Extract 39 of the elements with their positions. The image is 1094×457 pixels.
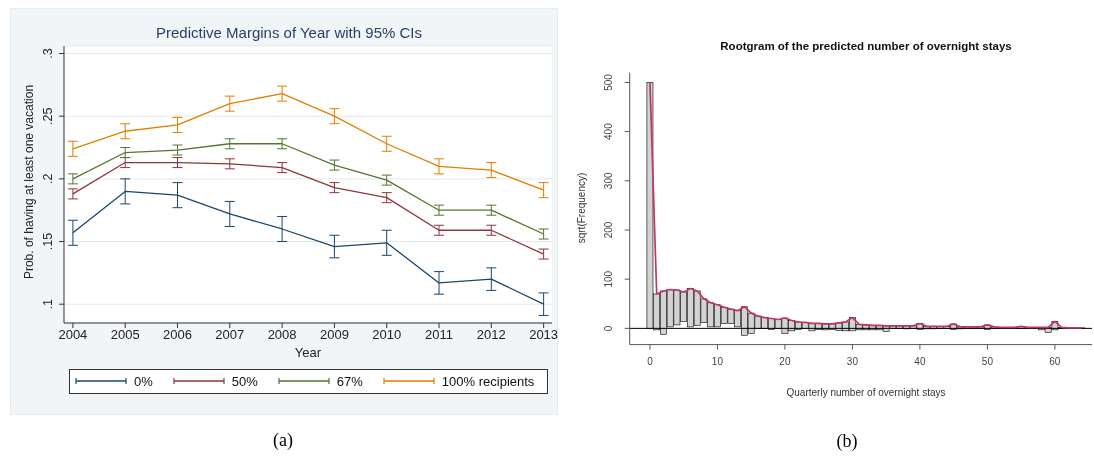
- y-tick-label: .3: [41, 48, 55, 59]
- legend-label: 100% recipients: [441, 373, 535, 389]
- text: (a): [273, 429, 293, 451]
- y-axis-title: sqrt(Frequency): [576, 172, 588, 244]
- y-tick-label: 300: [603, 172, 615, 190]
- legend-label: 50%: [231, 373, 258, 389]
- legend-label: 67%: [336, 373, 363, 389]
- y-tick-label: 200: [603, 221, 615, 239]
- x-tick-label: 0: [647, 355, 654, 367]
- legend-label: 0%: [134, 373, 153, 389]
- x-tick-label: 2009: [319, 327, 349, 343]
- x-tick-label: 50: [981, 355, 994, 367]
- x-tick-label: 2006: [163, 327, 192, 343]
- x-tick-label: 2007: [215, 327, 245, 343]
- x-tick-label: 2011: [425, 327, 454, 343]
- x-tick-label: 20: [779, 355, 791, 367]
- x-tick-label: 10: [711, 355, 724, 367]
- x-tick-label: 2013: [529, 327, 559, 343]
- text: (b): [836, 430, 858, 452]
- x-axis-title: Year: [294, 344, 322, 361]
- y-axis-title: Prob. of having at least one vacation: [22, 84, 37, 280]
- chart-title: Rootgram of the predicted number of overnight stays: [720, 40, 1012, 54]
- x-tick-label: 30: [846, 355, 859, 367]
- y-tick-label: 400: [603, 122, 615, 140]
- x-tick-label: 2004: [58, 327, 88, 343]
- y-tick-label: .2: [41, 173, 55, 185]
- x-tick-label: 2005: [110, 327, 140, 343]
- x-tick-label: 2010: [372, 327, 402, 343]
- x-tick-label: 2012: [476, 327, 506, 343]
- chart-title: Predictive Margins of Year with 95% CIs: [156, 24, 422, 42]
- y-tick-label: .1: [41, 298, 55, 310]
- x-tick-label: 2008: [267, 327, 297, 343]
- y-tick-label: .25: [41, 107, 55, 125]
- y-tick-label: 500: [603, 73, 615, 91]
- y-tick-label: .15: [41, 232, 55, 251]
- x-tick-label: 60: [1049, 355, 1061, 367]
- x-axis-title: Quarterly number of overnight stays: [786, 387, 946, 399]
- x-tick-label: 40: [914, 355, 926, 367]
- y-tick-label: 100: [603, 270, 615, 288]
